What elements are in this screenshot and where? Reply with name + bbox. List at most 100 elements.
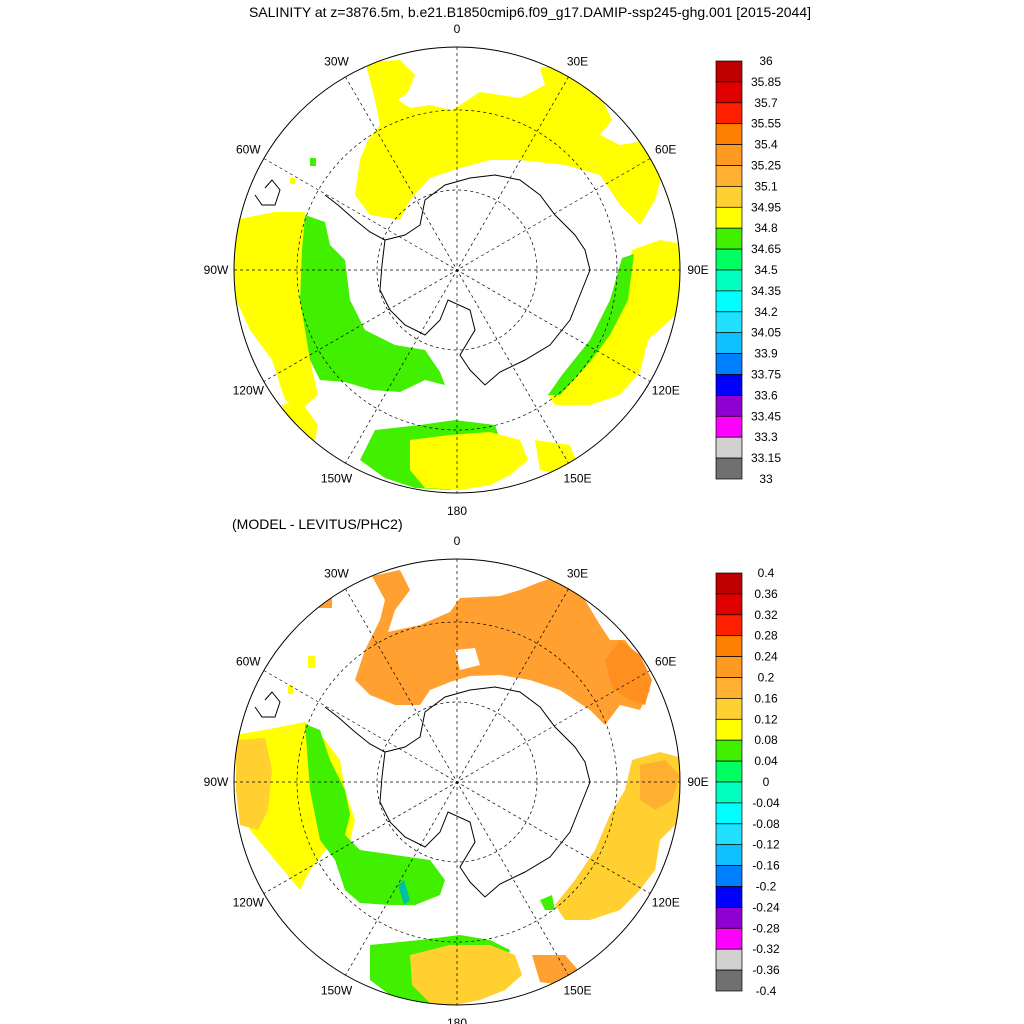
salinity-colorbar: 36 35.85 35.7 35.55 35.4 35.25 35.1 34.95 34.8 34… [715,54,781,486]
longitude-label: 150E [563,472,591,486]
colorbar-tick-label: 0.2 [758,671,775,685]
colorbar-swatch [715,123,743,145]
colorbar-tick-label: 33.45 [751,409,781,423]
difference-region-darker-orange [605,640,652,705]
longitude-label: 30E [567,54,588,68]
colorbar-tick-label: 0.08 [754,733,778,747]
south-america-coast [254,691,281,718]
colorbar-tick-label: 35.55 [751,117,781,131]
colorbar-swatch [715,144,743,166]
longitude-label: 0 [454,22,461,36]
colorbar-tick-label: -0.2 [756,880,777,894]
difference-region-upper-orange [355,570,650,725]
colorbar-tick-label: 34.8 [754,221,778,235]
colorbar-swatch [715,844,743,866]
colorbar-swatch [715,186,743,208]
colorbar-swatch [715,886,743,908]
difference-speck [288,686,293,694]
colorbar-tick-label: -0.24 [752,900,780,914]
colorbar-swatch [715,290,743,313]
colorbar-swatch [715,948,743,971]
colorbar-tick-label: 0.04 [754,754,778,768]
colorbar-swatch [715,907,743,929]
longitude-label: 180 [447,1016,467,1024]
longitude-label: 30E [567,566,588,580]
difference-field [236,570,680,1005]
colorbar-swatch [715,823,743,846]
map-border [233,46,681,494]
salinity-field [234,60,680,490]
salinity-region-west-green [300,215,445,392]
longitude-label: 0 [454,534,461,548]
antarctic-peninsula [324,194,386,241]
colorbar-tick-label: 34.5 [754,263,778,277]
longitude-label: 120E [652,384,680,398]
colorbar-tick-label: -0.32 [752,942,780,956]
longitude-label: 60W [236,143,261,157]
longitude-label: 60E [655,143,676,157]
antarctica-coastline [379,174,591,386]
difference-speck [318,598,332,608]
colorbar-tick-label: 33 [759,472,773,486]
colorbar-tick-label: 34.35 [751,284,781,298]
colorbar-swatch [715,436,743,459]
salinity-region-east-green [548,254,634,395]
colorbar-tick-label: 33.75 [751,368,781,382]
colorbar-swatch [715,927,743,950]
longitude-label: 60E [655,655,676,669]
salinity-region-west-yellow [234,212,318,410]
difference-region-teal [398,880,410,905]
colorbar-tick-label: 33.6 [754,388,778,402]
difference-speck [308,656,315,668]
colorbar-tick-label: 0.28 [754,629,778,643]
difference-region-south-yellow [410,945,522,1005]
colorbar-swatch [715,698,743,720]
salinity-region-upper-yellow [355,60,662,225]
colorbar-tick-label: -0.4 [756,984,777,998]
longitude-label: 120E [652,896,680,910]
colorbar-tick-label: 33.15 [751,451,781,465]
colorbar-tick-label: 35.4 [754,138,778,152]
longitude-label: 30W [324,54,349,68]
colorbar-swatch [715,718,743,741]
colorbar-swatch [715,353,743,375]
longitude-label: 120W [233,896,265,910]
colorbar-tick-label: 34.65 [751,242,781,256]
colorbar-tick-label: 0.16 [754,691,778,705]
colorbar-tick-label: 34.2 [754,305,778,319]
colorbar-swatch [715,269,743,292]
colorbar-tick-label: 35.25 [751,159,781,173]
difference-region-southeast-orange [532,955,578,985]
colorbar-swatch [715,332,743,354]
colorbar-tick-label: -0.04 [752,796,780,810]
graticule [234,47,680,493]
longitude-label: 150W [321,472,353,486]
colorbar-tick-label: 0.32 [754,608,778,622]
colorbar-swatch [715,165,743,187]
south-america-coast [254,179,281,206]
antarctica-coastline [379,686,591,898]
colorbar-swatch [715,374,743,396]
colorbar-tick-label: 33.3 [754,430,778,444]
colorbar-tick-label: 35.1 [754,179,778,193]
colorbar-swatch [715,457,743,480]
colorbar-swatch [715,60,743,83]
difference-panel-title: (MODEL - LEVITUS/PHC2) [232,516,403,532]
longitude-label: 90E [687,263,708,277]
colorbar-swatch [715,635,743,657]
difference-region-west-orange [236,738,272,830]
colorbar-tick-label: 0.12 [754,712,778,726]
colorbar-swatch [715,206,743,229]
longitude-label: 150W [321,984,353,998]
difference-map: 0 30E 60E 90E 120E 150E 180 150W 120W 90W 60W 30W 0… [204,534,780,1024]
colorbar-swatch [715,81,743,104]
longitude-labels: 0 30E 60E 90E 120E 150E 180 150W 120W 90W 60W 30W [204,534,709,1024]
difference-colorbar: 0.4 0.36 0.32 0.28 0.24 0.2 0.16 0.12 0.08 0.04 0 -… [715,566,780,998]
colorbar-swatch [715,656,743,678]
colorbar-swatch [715,311,743,334]
colorbar-swatch [715,395,743,417]
salinity-speck [290,178,295,184]
difference-region-east-green [540,895,555,910]
longitude-labels: 0 30E 60E 90E 120E 150E 180 150W 120W 90W 60W 30W [204,22,709,518]
